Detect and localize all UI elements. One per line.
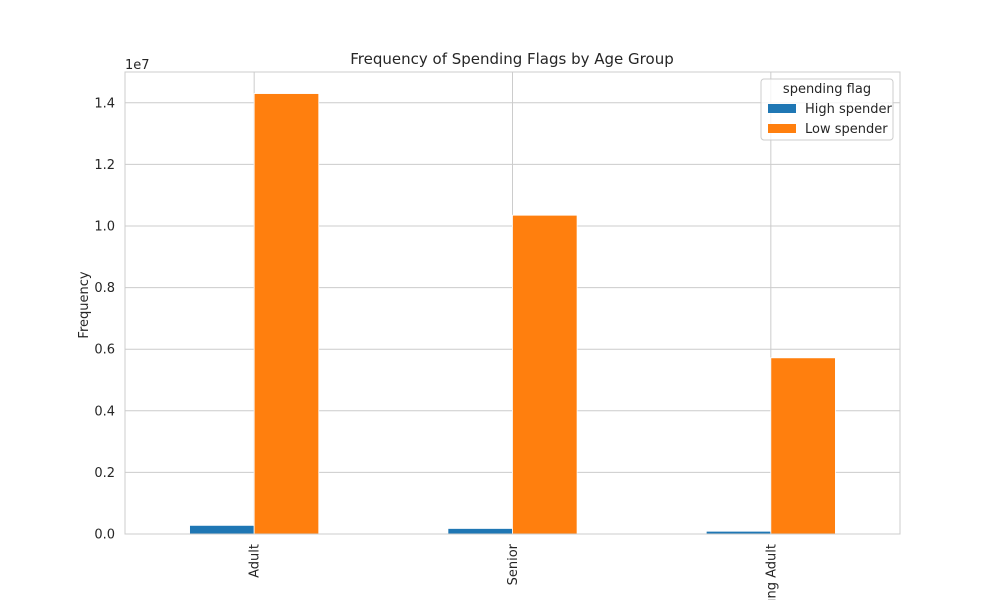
- y-tick-label: 0.4: [94, 404, 115, 419]
- legend-swatch-low-spender: [768, 124, 796, 133]
- bar-low-spender-adult: [253, 93, 320, 535]
- y-tick-label: 1.0: [94, 220, 115, 235]
- chart-title: Frequency of Spending Flags by Age Group: [350, 50, 673, 68]
- y-tick-label: 1.2: [94, 158, 115, 173]
- y-tick-labels: 0.0 0.2 0.4 0.6 0.8 1.0 1.2 1.4: [94, 96, 115, 542]
- y-tick-label: 0.8: [94, 281, 115, 296]
- legend-title: spending flag: [783, 82, 871, 97]
- axes-frame: [124, 71, 901, 535]
- y-axis-offset-label: 1e7: [125, 58, 150, 73]
- y-tick-label: 0.2: [94, 466, 115, 481]
- bar-high-spender-senior: [447, 528, 513, 535]
- y-tick-label: 0.6: [94, 343, 115, 358]
- bar-low-spender-young-adult: [770, 357, 836, 535]
- x-tick-label: Senior: [506, 543, 521, 585]
- y-tick-label: 1.4: [94, 96, 115, 111]
- y-axis-label: Frequency: [77, 271, 92, 338]
- y-tick-label: 0.0: [94, 528, 115, 543]
- legend: spending flag High spender Low spender: [760, 78, 894, 141]
- x-tick-label: Young Adult: [764, 544, 779, 600]
- plot-border: [124, 71, 901, 535]
- legend-swatch-high-spender: [768, 104, 796, 113]
- legend-label-low-spender: Low spender: [805, 122, 888, 137]
- legend-label-high-spender: High spender: [805, 102, 893, 117]
- x-tick-labels: Adult Senior Young Adult: [248, 543, 780, 600]
- x-tick-label: Adult: [248, 544, 263, 578]
- bar-low-spender-senior: [512, 214, 578, 535]
- bar-high-spender-adult: [189, 524, 255, 535]
